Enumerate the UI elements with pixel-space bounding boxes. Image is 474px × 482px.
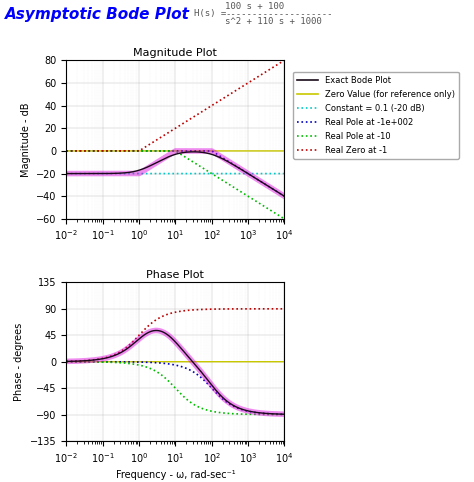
Y-axis label: Phase - degrees: Phase - degrees <box>15 322 25 401</box>
Text: H(s) =: H(s) = <box>194 9 227 18</box>
Text: --------------------: -------------------- <box>225 10 333 19</box>
X-axis label: Frequency - ω, rad-sec⁻¹: Frequency - ω, rad-sec⁻¹ <box>116 470 235 480</box>
Text: 100 s + 100: 100 s + 100 <box>225 2 284 12</box>
Legend: Exact Bode Plot, Zero Value (for reference only), Constant = 0.1 (-20 dB), Real : Exact Bode Plot, Zero Value (for referen… <box>293 72 459 159</box>
Title: Phase Plot: Phase Plot <box>146 270 204 280</box>
Text: Asymptotic Bode Plot: Asymptotic Bode Plot <box>5 7 190 22</box>
Title: Magnitude Plot: Magnitude Plot <box>134 48 217 58</box>
Y-axis label: Magnitude - dB: Magnitude - dB <box>20 102 31 177</box>
Text: s^2 + 110 s + 1000: s^2 + 110 s + 1000 <box>225 17 322 27</box>
